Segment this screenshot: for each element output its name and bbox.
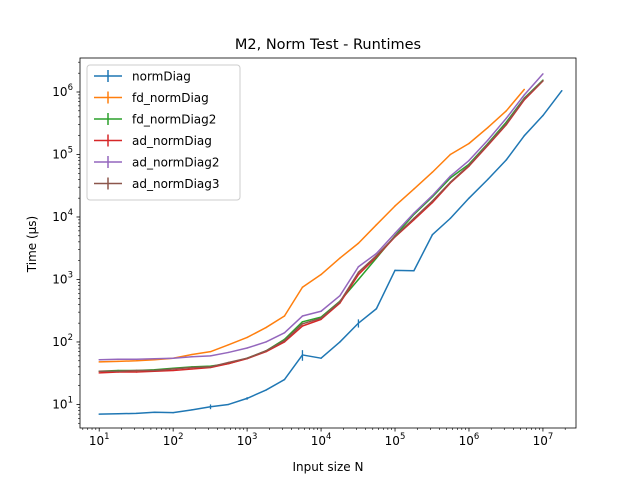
y-tick-label: 104 <box>52 208 73 224</box>
y-tick-label: 105 <box>52 145 73 161</box>
y-tick-label: 106 <box>52 83 73 99</box>
x-tick-label: 107 <box>533 432 554 448</box>
legend-item-normDiag: normDiag <box>94 69 191 83</box>
y-tick-label: 102 <box>52 333 73 349</box>
x-tick-label: 103 <box>237 432 258 448</box>
y-axis: 101 102 103 104 105 106 <box>52 61 80 424</box>
legend-item-ad_normDiag2: ad_normDiag2 <box>94 155 220 169</box>
x-axis-title: Input size N <box>293 460 364 474</box>
x-tick-label: 105 <box>385 432 406 448</box>
y-tick-label: 103 <box>52 270 73 286</box>
legend-label: ad_normDiag2 <box>132 155 220 169</box>
series-normDiag <box>98 90 563 415</box>
y-axis-title: Time (µs) <box>25 216 39 273</box>
legend: normDiag fd_normDiag fd_normDiag2 ad_normDi… <box>86 64 241 201</box>
legend-label: normDiag <box>132 69 191 83</box>
chart-title: M2, Norm Test - Runtimes <box>235 37 421 53</box>
x-tick-label: 106 <box>459 432 480 448</box>
legend-item-fd_normDiag2: fd_normDiag2 <box>94 112 216 126</box>
series-ad_normDiag3 <box>98 80 544 372</box>
series-layer <box>98 73 563 415</box>
legend-label: ad_normDiag <box>132 134 212 148</box>
y-tick-label: 101 <box>52 395 73 411</box>
legend-label: fd_normDiag2 <box>132 112 216 126</box>
x-axis: 101 102 103 104 105 106 107 <box>82 428 566 448</box>
legend-item-fd_normDiag: fd_normDiag <box>94 91 209 105</box>
legend-box <box>86 64 241 201</box>
legend-item-ad_normDiag3: ad_normDiag3 <box>94 177 220 191</box>
legend-label: fd_normDiag <box>132 91 209 105</box>
x-tick-label: 102 <box>163 432 184 448</box>
legend-item-ad_normDiag: ad_normDiag <box>94 134 212 148</box>
plot-frame <box>79 57 577 429</box>
legend-label: ad_normDiag3 <box>132 177 220 191</box>
series-ad_normDiag2 <box>98 73 544 361</box>
x-tick-label: 104 <box>311 432 332 448</box>
x-tick-label: 101 <box>89 432 110 448</box>
series-line-normDiag <box>99 90 563 415</box>
